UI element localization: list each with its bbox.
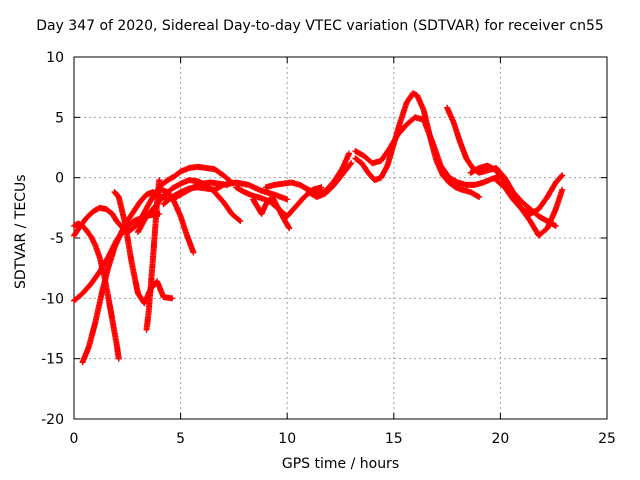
y-tick-label: -20 [41, 412, 64, 428]
y-tick-label: -10 [41, 291, 64, 307]
x-tick-label: 5 [176, 431, 185, 447]
series-arc-m [305, 160, 355, 200]
point-markers [111, 189, 176, 307]
point-markers [493, 177, 566, 239]
x-tick-label: 15 [385, 431, 403, 447]
point-markers [250, 194, 293, 232]
ticks: 0 5 10 15 20 25 -20 -15 -10 -5 0 5 10 [41, 50, 616, 447]
chart-title: Day 347 of 2020, Sidereal Day-to-day VTE… [36, 18, 604, 34]
y-tick-label: 5 [55, 110, 64, 126]
series-arc-r [493, 177, 566, 239]
point-markers [352, 114, 504, 188]
point-markers [262, 150, 352, 197]
data-marks [71, 90, 566, 366]
point-markers [444, 104, 559, 229]
series-arc-l [262, 150, 352, 197]
x-tick-label: 0 [70, 431, 79, 447]
series-arc-k [250, 194, 293, 232]
x-tick-label: 25 [598, 431, 616, 447]
y-axis-label: SDTVAR / TECUs [13, 174, 29, 289]
x-tick-label: 10 [278, 431, 296, 447]
y-tick-label: -15 [41, 352, 64, 368]
point-markers [305, 160, 355, 200]
series-arc-e [111, 189, 176, 307]
y-tick-label: -5 [50, 231, 64, 247]
y-tick-label: 0 [55, 171, 64, 187]
series-arc-o [352, 114, 504, 188]
x-tick-label: 20 [491, 431, 509, 447]
x-axis-label: GPS time / hours [281, 456, 400, 472]
y-tick-label: 10 [46, 50, 64, 66]
series-arc-p [444, 104, 559, 229]
